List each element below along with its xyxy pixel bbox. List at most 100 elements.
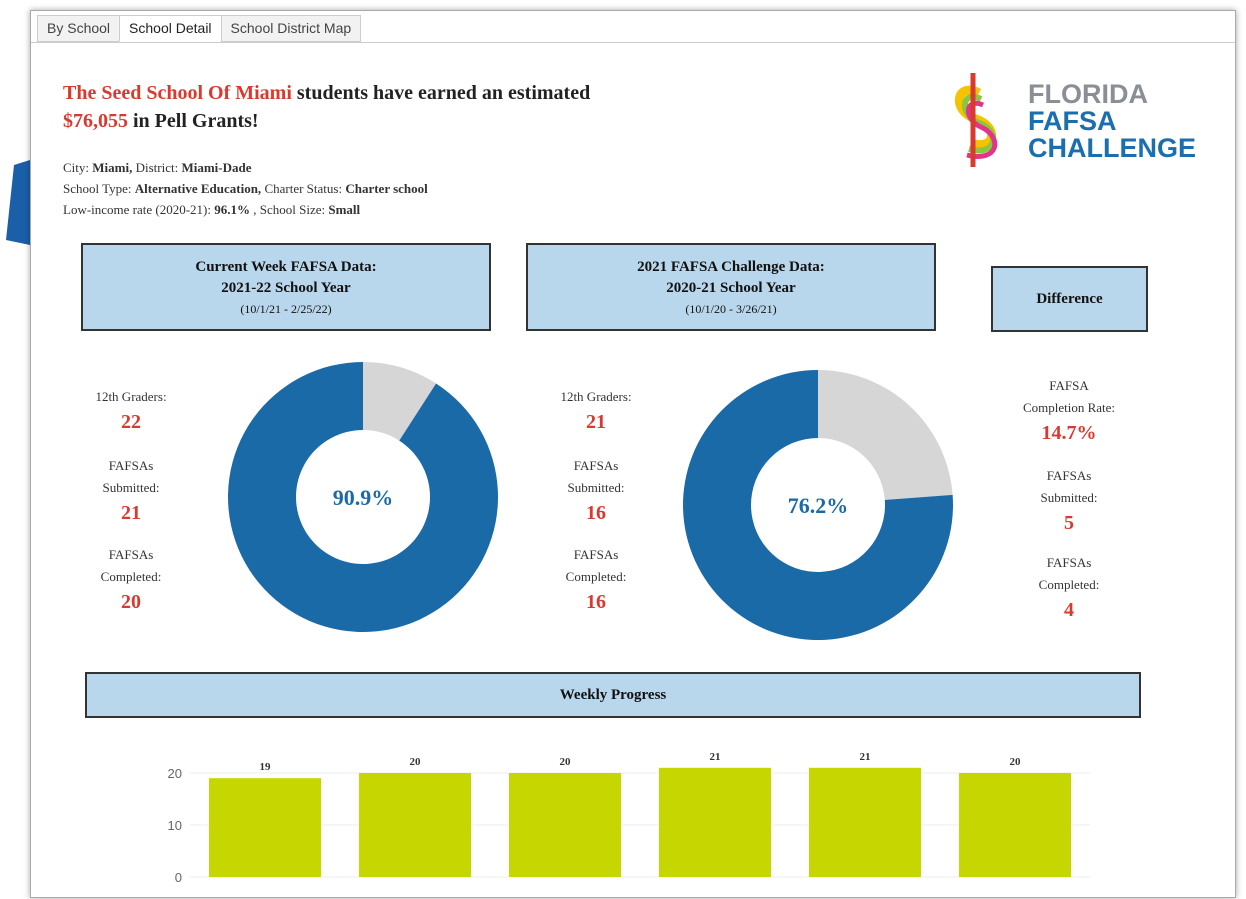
edge-shape	[6, 160, 30, 245]
tab-line	[31, 42, 1235, 43]
headline-text: in Pell Grants!	[133, 110, 259, 132]
tabs: By School School Detail School District Ma…	[37, 15, 362, 42]
info-label: School Type:	[63, 181, 132, 196]
edge-mark	[6, 160, 30, 245]
panel-dates: (10/1/21 - 2/25/22)	[240, 302, 332, 316]
panel-dates: (10/1/20 - 3/26/21)	[685, 302, 777, 316]
stat-value: 21	[586, 411, 606, 433]
headline: The Seed School Of Miami students have e…	[63, 79, 763, 135]
y-tick-label: 10	[168, 818, 182, 833]
stat-value: 20	[121, 591, 141, 613]
tab[interactable]: School Detail	[119, 15, 222, 42]
stat-label: Completed:	[565, 569, 627, 584]
bar	[659, 767, 771, 877]
stat-label: FAFSAs	[573, 458, 619, 473]
window: By School School Detail School District Ma…	[30, 10, 1236, 898]
stat-label: Submitted:	[102, 480, 160, 495]
stat: FAFSAs Completed: 4	[999, 552, 1139, 624]
stat-label: FAFSAs	[573, 547, 619, 562]
stat: FAFSAs Submitted: 21	[61, 455, 201, 527]
info-value: 96.1%	[214, 202, 251, 217]
panel-title: 2021-22 School Year	[221, 280, 351, 296]
info-label: Low-income rate (2020-21):	[63, 202, 212, 217]
donut-rest	[818, 370, 953, 500]
bar	[509, 773, 621, 877]
info-label: , School Size:	[253, 202, 326, 217]
panel-header: 2021 FAFSA Challenge Data: 2020-21 School…	[526, 243, 936, 331]
stat-value: 21	[121, 502, 141, 524]
stat-label: FAFSA	[1049, 378, 1089, 393]
stat-label: Submitted:	[567, 480, 625, 495]
bar	[359, 773, 471, 877]
bar	[209, 778, 321, 877]
donut-label: 76.2%	[788, 493, 849, 518]
panel-header: Current Week FAFSA Data: 2021-22 School Y…	[81, 243, 491, 331]
y-tick-label: 20	[168, 766, 182, 781]
info-value: Alternative Education,	[134, 181, 262, 196]
stat-label: 12th Graders:	[95, 389, 167, 404]
stat-value: 4	[1064, 599, 1074, 621]
info-value: Miami,	[92, 160, 133, 175]
logo-mark	[962, 93, 997, 154]
panel-title: 2020-21 School Year	[666, 280, 796, 296]
donut-slice	[683, 370, 953, 640]
bar-value-label: 20	[560, 756, 572, 768]
headline-text: students have earned an estimated	[296, 82, 591, 104]
stat-value: 16	[586, 502, 606, 524]
stat: FAFSAs Completed: 20	[61, 544, 201, 616]
donut-label: 90.9%	[333, 485, 394, 510]
info-line: City: Miami, District: Miami-Dade	[63, 157, 428, 178]
bar-value-label: 21	[710, 751, 721, 763]
stat-label: Submitted:	[1040, 490, 1098, 505]
stat-value: 5	[1064, 512, 1074, 534]
info-value: Miami-Dade	[181, 160, 252, 175]
bar-value-label: 19	[260, 761, 272, 773]
difference-header: Difference	[991, 266, 1148, 332]
info-label: Charter Status:	[264, 181, 343, 196]
tab[interactable]: School District Map	[220, 15, 362, 42]
donut-slice	[227, 362, 498, 632]
stat: FAFSA Completion Rate: 14.7%	[999, 375, 1139, 447]
stat-value: 16	[586, 591, 606, 613]
school-name: The Seed School Of Miami	[63, 82, 292, 104]
info-value: Charter school	[345, 181, 428, 196]
logo-text: FLORIDA	[1028, 79, 1148, 109]
stat-label: FAFSAs	[108, 547, 154, 562]
bar-value-label: 21	[860, 751, 871, 763]
bar-value-label: 20	[1010, 756, 1022, 768]
logo-text: FAFSA	[1028, 106, 1117, 136]
school-info: City: Miami, District: Miami-Dade School…	[63, 157, 428, 220]
bar	[809, 767, 921, 877]
stat-value: 14.7%	[1041, 422, 1097, 444]
stat-label: FAFSAs	[1046, 468, 1092, 483]
pell-amount: $76,055	[63, 110, 128, 132]
chart-title-box: Weekly Progress	[85, 672, 1141, 718]
stat: FAFSAs Completed: 16	[526, 544, 666, 616]
panel-title: Current Week FAFSA Data:	[195, 259, 377, 275]
stat: FAFSAs Submitted: 5	[999, 465, 1139, 537]
info-label: District:	[135, 160, 179, 175]
info-line: School Type: Alternative Education, Char…	[63, 178, 428, 199]
info-line: Low-income rate (2020-21): 96.1% , Schoo…	[63, 199, 428, 220]
stat-value: 22	[121, 411, 141, 433]
stat-label: FAFSAs	[1046, 555, 1092, 570]
stat: FAFSAs Submitted: 16	[526, 455, 666, 527]
y-tick-label: 0	[175, 870, 182, 885]
stat: 12th Graders: 22	[61, 386, 201, 436]
info-label: City:	[63, 160, 90, 175]
stat-label: Completed:	[1038, 577, 1100, 592]
info-value: Small	[328, 202, 361, 217]
panel-title: 2021 FAFSA Challenge Data:	[637, 259, 825, 275]
stat-label: 12th Graders:	[560, 389, 632, 404]
stat-label: Completed:	[100, 569, 162, 584]
stat-label: Completion Rate:	[1022, 400, 1116, 415]
donut-rest	[363, 362, 437, 441]
bar-value-label: 20	[410, 756, 422, 768]
logo-text: CHALLENGE	[1028, 133, 1196, 163]
stat-label: FAFSAs	[108, 458, 154, 473]
stat: 12th Graders: 21	[526, 386, 666, 436]
tab[interactable]: By School	[37, 15, 121, 42]
bar	[959, 773, 1071, 877]
graphics: FLORIDA FAFSA CHALLENGE 90.9% 76.2% 0 10 20 1…	[168, 73, 1196, 885]
